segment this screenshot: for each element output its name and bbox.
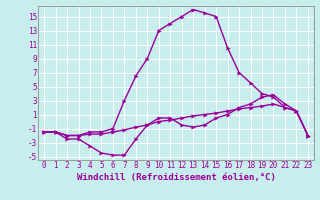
X-axis label: Windchill (Refroidissement éolien,°C): Windchill (Refroidissement éolien,°C): [76, 173, 276, 182]
